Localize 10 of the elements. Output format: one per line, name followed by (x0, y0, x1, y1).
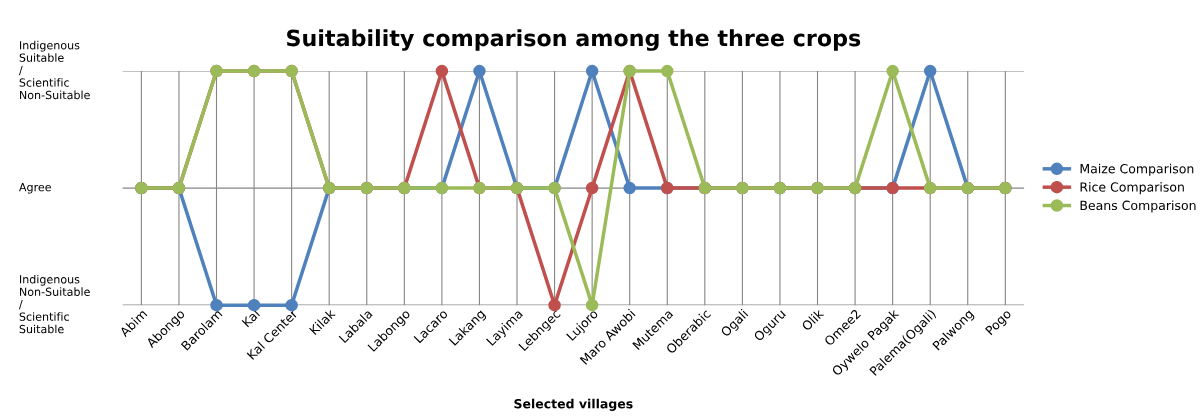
legend-label: Beans Comparison (1080, 200, 1196, 213)
text: Indigenous Suitable / Scientific Non-Suitable (18, 40, 90, 100)
x-tick-label: Kal (241, 308, 261, 328)
x-tick-label: Olik (801, 307, 825, 332)
text: Indigenous Non-Suitable / Scientific Suitable (18, 274, 90, 334)
text: Agree (19, 183, 51, 194)
legend-label: Maize Comparison (1080, 163, 1194, 176)
legend-label: Rice Comparison (1080, 182, 1184, 195)
x-axis-title: Selected villages (514, 398, 633, 411)
chart-title: Suitability comparison among the three crops (287, 29, 861, 51)
